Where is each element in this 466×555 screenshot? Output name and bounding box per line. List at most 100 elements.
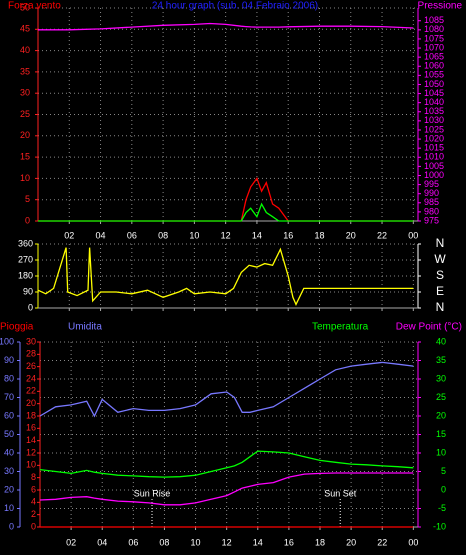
y-tick-label: 0 (31, 521, 36, 531)
y-tick-label: 18 (26, 410, 36, 420)
y-tick-label: 975 (424, 215, 439, 225)
series-line (39, 450, 414, 478)
y-tick-label: 15 (20, 151, 30, 161)
y-tick-label: 26 (26, 361, 36, 371)
x-tick-label: 00 (408, 230, 418, 240)
y-tick-label: 4 (31, 497, 36, 507)
legend-label: Umidita (68, 322, 102, 333)
y-tick-label: 1025 (424, 124, 444, 134)
y-tick-label: 995 (424, 179, 439, 189)
legend-label: Pioggia (0, 322, 34, 333)
y-tick-label: 10 (26, 460, 36, 470)
y-tick-label: 25 (436, 392, 446, 402)
y-tick-label: 40 (20, 45, 30, 55)
annotation: Sun Set (324, 488, 357, 498)
annotation: Sun Rise (134, 488, 171, 498)
y-tick-label: 50 (4, 429, 14, 439)
y-tick-label: 1030 (424, 115, 444, 125)
x-tick-label: 16 (284, 537, 294, 547)
y-tick-label: 985 (424, 197, 439, 207)
y-tick-label: 70 (4, 392, 14, 402)
x-tick-label: 10 (189, 230, 199, 240)
y-tick-label: 8 (31, 472, 36, 482)
x-tick-label: 12 (222, 537, 232, 547)
x-tick-label: 18 (315, 537, 325, 547)
y-tick-label: 0 (25, 215, 30, 225)
x-tick-label: 02 (64, 230, 74, 240)
y-tick-label: 1085 (424, 15, 444, 25)
y-tick-label: N (436, 236, 445, 250)
y-tick-label: -5 (438, 503, 446, 513)
y-tick-label: 80 (4, 373, 14, 383)
y-tick-label: 20 (26, 398, 36, 408)
x-tick-label: 20 (346, 230, 356, 240)
y-tick-label: 60 (4, 410, 14, 420)
y-tick-label: 10 (20, 173, 30, 183)
y-tick-label: -10 (433, 521, 446, 531)
y-tick-label: 35 (436, 355, 446, 365)
y-tick-label: 14 (26, 435, 36, 445)
y-tick-label: 35 (20, 66, 30, 76)
x-tick-label: 04 (96, 230, 106, 240)
y-tick-label: 360 (18, 238, 33, 248)
x-tick-label: 18 (314, 230, 324, 240)
y-tick-label: 2 (31, 509, 36, 519)
x-tick-label: 06 (127, 230, 137, 240)
series-line (38, 202, 414, 222)
y-tick-label: 990 (424, 188, 439, 198)
legend-label: Temperatura (312, 322, 369, 333)
y-tick-label: 0 (9, 521, 14, 531)
y-tick-label: 30 (436, 373, 446, 383)
y-tick-label: 1065 (424, 52, 444, 62)
x-tick-label: 16 (283, 230, 293, 240)
legend-label: Dew Point (°C) (396, 322, 462, 333)
y-tick-label: 100 (0, 336, 14, 346)
x-tick-label: 08 (159, 537, 169, 547)
y-tick-label: 12 (26, 447, 36, 457)
y-tick-label: 270 (18, 254, 33, 264)
y-tick-label: 5 (441, 466, 446, 476)
y-tick-label: 45 (20, 24, 30, 34)
y-tick-label: 1035 (424, 106, 444, 116)
y-tick-label: 20 (4, 484, 14, 494)
series-line (39, 361, 414, 418)
y-tick-label: 1015 (424, 143, 444, 153)
y-tick-label: 0 (441, 484, 446, 494)
y-tick-label: 20 (436, 410, 446, 420)
y-tick-label: 16 (26, 423, 36, 433)
x-tick-label: 04 (97, 537, 107, 547)
series-line (38, 22, 414, 31)
y-tick-label: 40 (436, 336, 446, 346)
y-tick-label: 1080 (424, 24, 444, 34)
y-tick-label: E (436, 284, 444, 298)
y-tick-label: 25 (20, 109, 30, 119)
y-tick-label: 1005 (424, 161, 444, 171)
chart-title: 24 hour graph (sub. 04 Febraio 2006) (152, 1, 318, 12)
x-tick-label: 22 (377, 537, 387, 547)
x-tick-label: 06 (128, 537, 138, 547)
y-tick-label: 24 (26, 373, 36, 383)
y-tick-label: 5 (25, 194, 30, 204)
y-tick-label: 1060 (424, 61, 444, 71)
x-tick-label: 22 (377, 230, 387, 240)
x-tick-label: 00 (408, 537, 418, 547)
y-tick-label: 90 (4, 355, 14, 365)
y-tick-label: 90 (23, 286, 33, 296)
legend-label: Forza vento (8, 1, 61, 12)
y-tick-label: 980 (424, 206, 439, 216)
y-tick-label: 1075 (424, 33, 444, 43)
y-tick-label: 1055 (424, 70, 444, 80)
x-tick-label: 14 (252, 230, 262, 240)
y-tick-label: 30 (20, 88, 30, 98)
y-tick-label: 1040 (424, 97, 444, 107)
x-tick-label: 08 (158, 230, 168, 240)
legend-label: Pressione (418, 1, 463, 12)
x-tick-label: 12 (221, 230, 231, 240)
y-tick-label: W (434, 252, 446, 266)
y-tick-label: 50 (20, 2, 30, 12)
y-tick-label: 1045 (424, 88, 444, 98)
series-line (37, 247, 414, 306)
y-tick-label: 1010 (424, 152, 444, 162)
y-tick-label: 22 (26, 386, 36, 396)
